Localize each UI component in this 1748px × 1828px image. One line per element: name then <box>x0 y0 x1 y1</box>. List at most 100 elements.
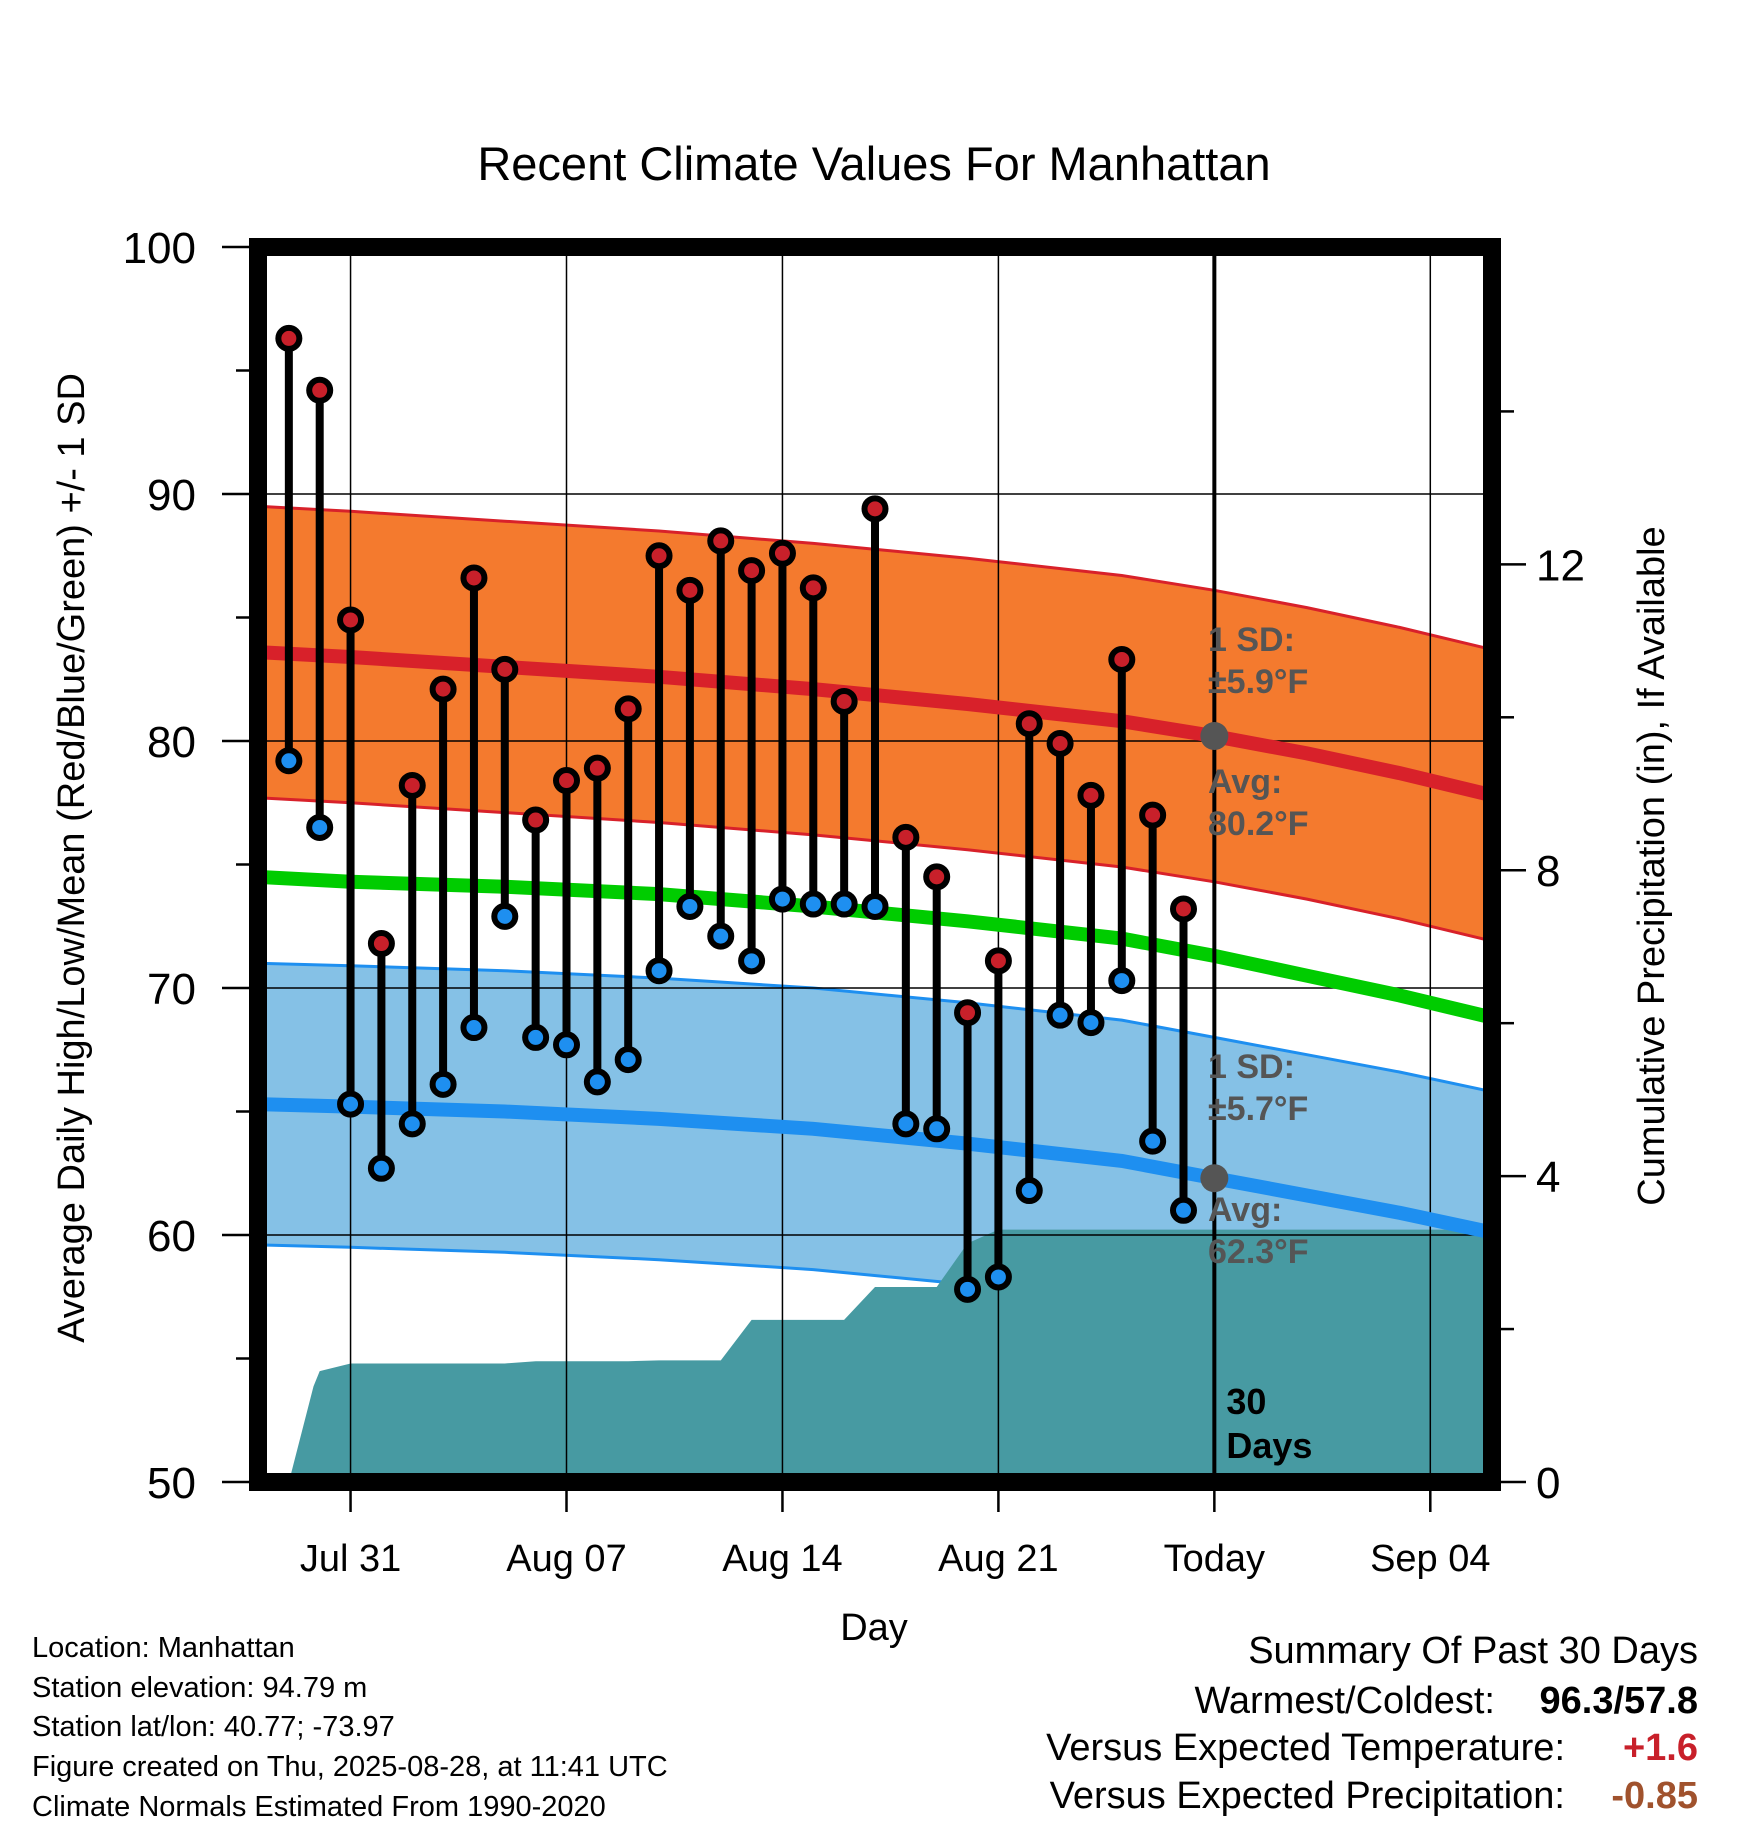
mean-average-line <box>257 869 1494 1025</box>
low-point-15 <box>738 947 766 975</box>
info-created: Figure created on Thu, 2025-08-28, at 11… <box>32 1751 668 1783</box>
low-point-12 <box>645 957 673 985</box>
high-sd-upper-edge <box>257 504 1493 652</box>
low-point-2 <box>337 1090 365 1118</box>
low-point-23 <box>984 1263 1012 1291</box>
high-point-25 <box>1046 729 1074 757</box>
low-sd-annotation-1: ±5.7°F <box>1208 1090 1308 1128</box>
summary-precip-value: -0.85 <box>1611 1775 1698 1817</box>
info-elevation: Station elevation: 94.79 m <box>32 1672 367 1704</box>
low-point-6 <box>460 1014 488 1042</box>
high-point-21 <box>923 863 951 891</box>
summary-precip-label: Versus Expected Precipitation: <box>1050 1775 1565 1817</box>
y-right-tick-label-0: 0 <box>1536 1459 1560 1508</box>
station-info: Location: Manhattan Station elevation: 9… <box>32 1632 668 1823</box>
high-point-23 <box>984 947 1012 975</box>
low-point-24 <box>1015 1177 1043 1205</box>
summary-temp-label: Versus Expected Temperature: <box>1046 1727 1565 1769</box>
low-point-4 <box>398 1110 426 1138</box>
y-tick-label-4: 90 <box>147 471 196 520</box>
today-days-label-0: 30 <box>1226 1381 1266 1422</box>
low-point-29 <box>1170 1196 1197 1224</box>
high-point-11 <box>614 695 642 723</box>
high-average-line <box>257 645 1494 803</box>
y-tick-label-5: 100 <box>123 224 196 273</box>
high-point-3 <box>367 930 395 958</box>
low-point-21 <box>923 1115 951 1143</box>
precipitation-area <box>288 1229 1493 1482</box>
info-normals: Climate Normals Estimated From 1990-2020 <box>32 1791 606 1823</box>
low-point-17 <box>799 890 827 918</box>
y-right-tick-label-1: 4 <box>1536 1153 1560 1202</box>
high-point-4 <box>398 771 426 799</box>
plot-frame <box>249 238 1501 1491</box>
high-point-13 <box>676 576 704 604</box>
high-sd-lower-edge <box>257 796 1493 943</box>
summary-warmest: 96.3 <box>1540 1680 1614 1722</box>
high-point-26 <box>1077 781 1105 809</box>
low-point-19 <box>861 892 889 920</box>
high-point-22 <box>954 999 982 1027</box>
low-point-18 <box>830 890 858 918</box>
low-point-1 <box>306 813 334 841</box>
high-point-8 <box>522 806 550 834</box>
today-low-avg-dot <box>1200 1164 1229 1193</box>
band-annotations: 1 SD: ±5.9°F Avg: 80.2°F 1 SD: ±5.7°F Avg: 62.3… <box>1208 621 1309 1271</box>
low-point-22 <box>954 1275 982 1303</box>
high-sd-annotation-1: ±5.9°F <box>1208 663 1308 701</box>
high-avg-annotation-0: Avg: <box>1208 763 1282 801</box>
low-avg-annotation-1: 62.3°F <box>1208 1233 1309 1271</box>
y-tick-label-2: 70 <box>147 965 196 1014</box>
summary-warm-cold-label: Warmest/Coldest: <box>1194 1680 1495 1722</box>
low-avg-annotation-0: Avg: <box>1208 1191 1282 1229</box>
summary-slash: / <box>1613 1680 1624 1722</box>
low-point-10 <box>583 1068 611 1096</box>
low-sd-annotation-0: 1 SD: <box>1208 1048 1295 1086</box>
summary-temp-value: +1.6 <box>1623 1727 1698 1769</box>
low-point-28 <box>1139 1127 1167 1155</box>
y-tick-label-0: 50 <box>147 1459 196 1508</box>
y-tick-label-1: 60 <box>147 1212 196 1261</box>
high-avg-annotation-1: 80.2°F <box>1208 805 1309 843</box>
daily-range-stems <box>284 338 1188 1290</box>
high-point-7 <box>491 655 519 683</box>
y-axis-right-label: Cumulative Precipitation (in), If Availa… <box>1631 526 1673 1205</box>
high-point-5 <box>429 675 457 703</box>
high-point-9 <box>553 767 580 795</box>
summary-coldest: 57.8 <box>1624 1680 1698 1722</box>
high-point-16 <box>768 539 796 567</box>
chart-title: Recent Climate Values For Manhattan <box>477 137 1270 190</box>
high-point-20 <box>892 823 920 851</box>
info-location: Location: Manhattan <box>32 1632 295 1664</box>
summary-title: Summary Of Past 30 Days <box>1248 1630 1698 1672</box>
low-point-25 <box>1046 1001 1074 1029</box>
high-point-17 <box>799 574 827 602</box>
x-tick-label-3: Aug 21 <box>938 1538 1058 1580</box>
high-point-12 <box>645 542 673 570</box>
x-tick-label-2: Aug 14 <box>722 1538 842 1580</box>
low-point-11 <box>614 1046 642 1074</box>
low-point-14 <box>707 922 735 950</box>
plot-border <box>249 238 1501 1491</box>
low-point-13 <box>676 892 704 920</box>
high-point-14 <box>707 527 735 555</box>
high-point-0 <box>275 324 303 352</box>
high-point-19 <box>861 495 889 523</box>
x-tick-label-0: Jul 31 <box>300 1538 401 1580</box>
low-point-8 <box>522 1023 550 1051</box>
summary-warm-cold-values: 96.3/57.8 <box>1540 1680 1699 1722</box>
low-point-7 <box>491 902 519 930</box>
high-point-10 <box>583 754 611 782</box>
axes: 50 60 70 80 90 100 0 4 8 12 Jul 31 Aug 07 Aug 14 Aug … <box>123 224 1585 1580</box>
y-right-tick-label-2: 8 <box>1536 847 1560 896</box>
high-point-27 <box>1108 645 1136 673</box>
high-point-2 <box>337 606 365 634</box>
x-tick-label-5: Sep 04 <box>1370 1538 1490 1580</box>
y-axis-label: Average Daily High/Low/Mean (Red/Blue/Gr… <box>51 373 93 1343</box>
low-point-26 <box>1077 1009 1105 1037</box>
low-point-5 <box>429 1070 457 1098</box>
low-point-27 <box>1108 967 1136 995</box>
high-point-28 <box>1139 801 1167 829</box>
